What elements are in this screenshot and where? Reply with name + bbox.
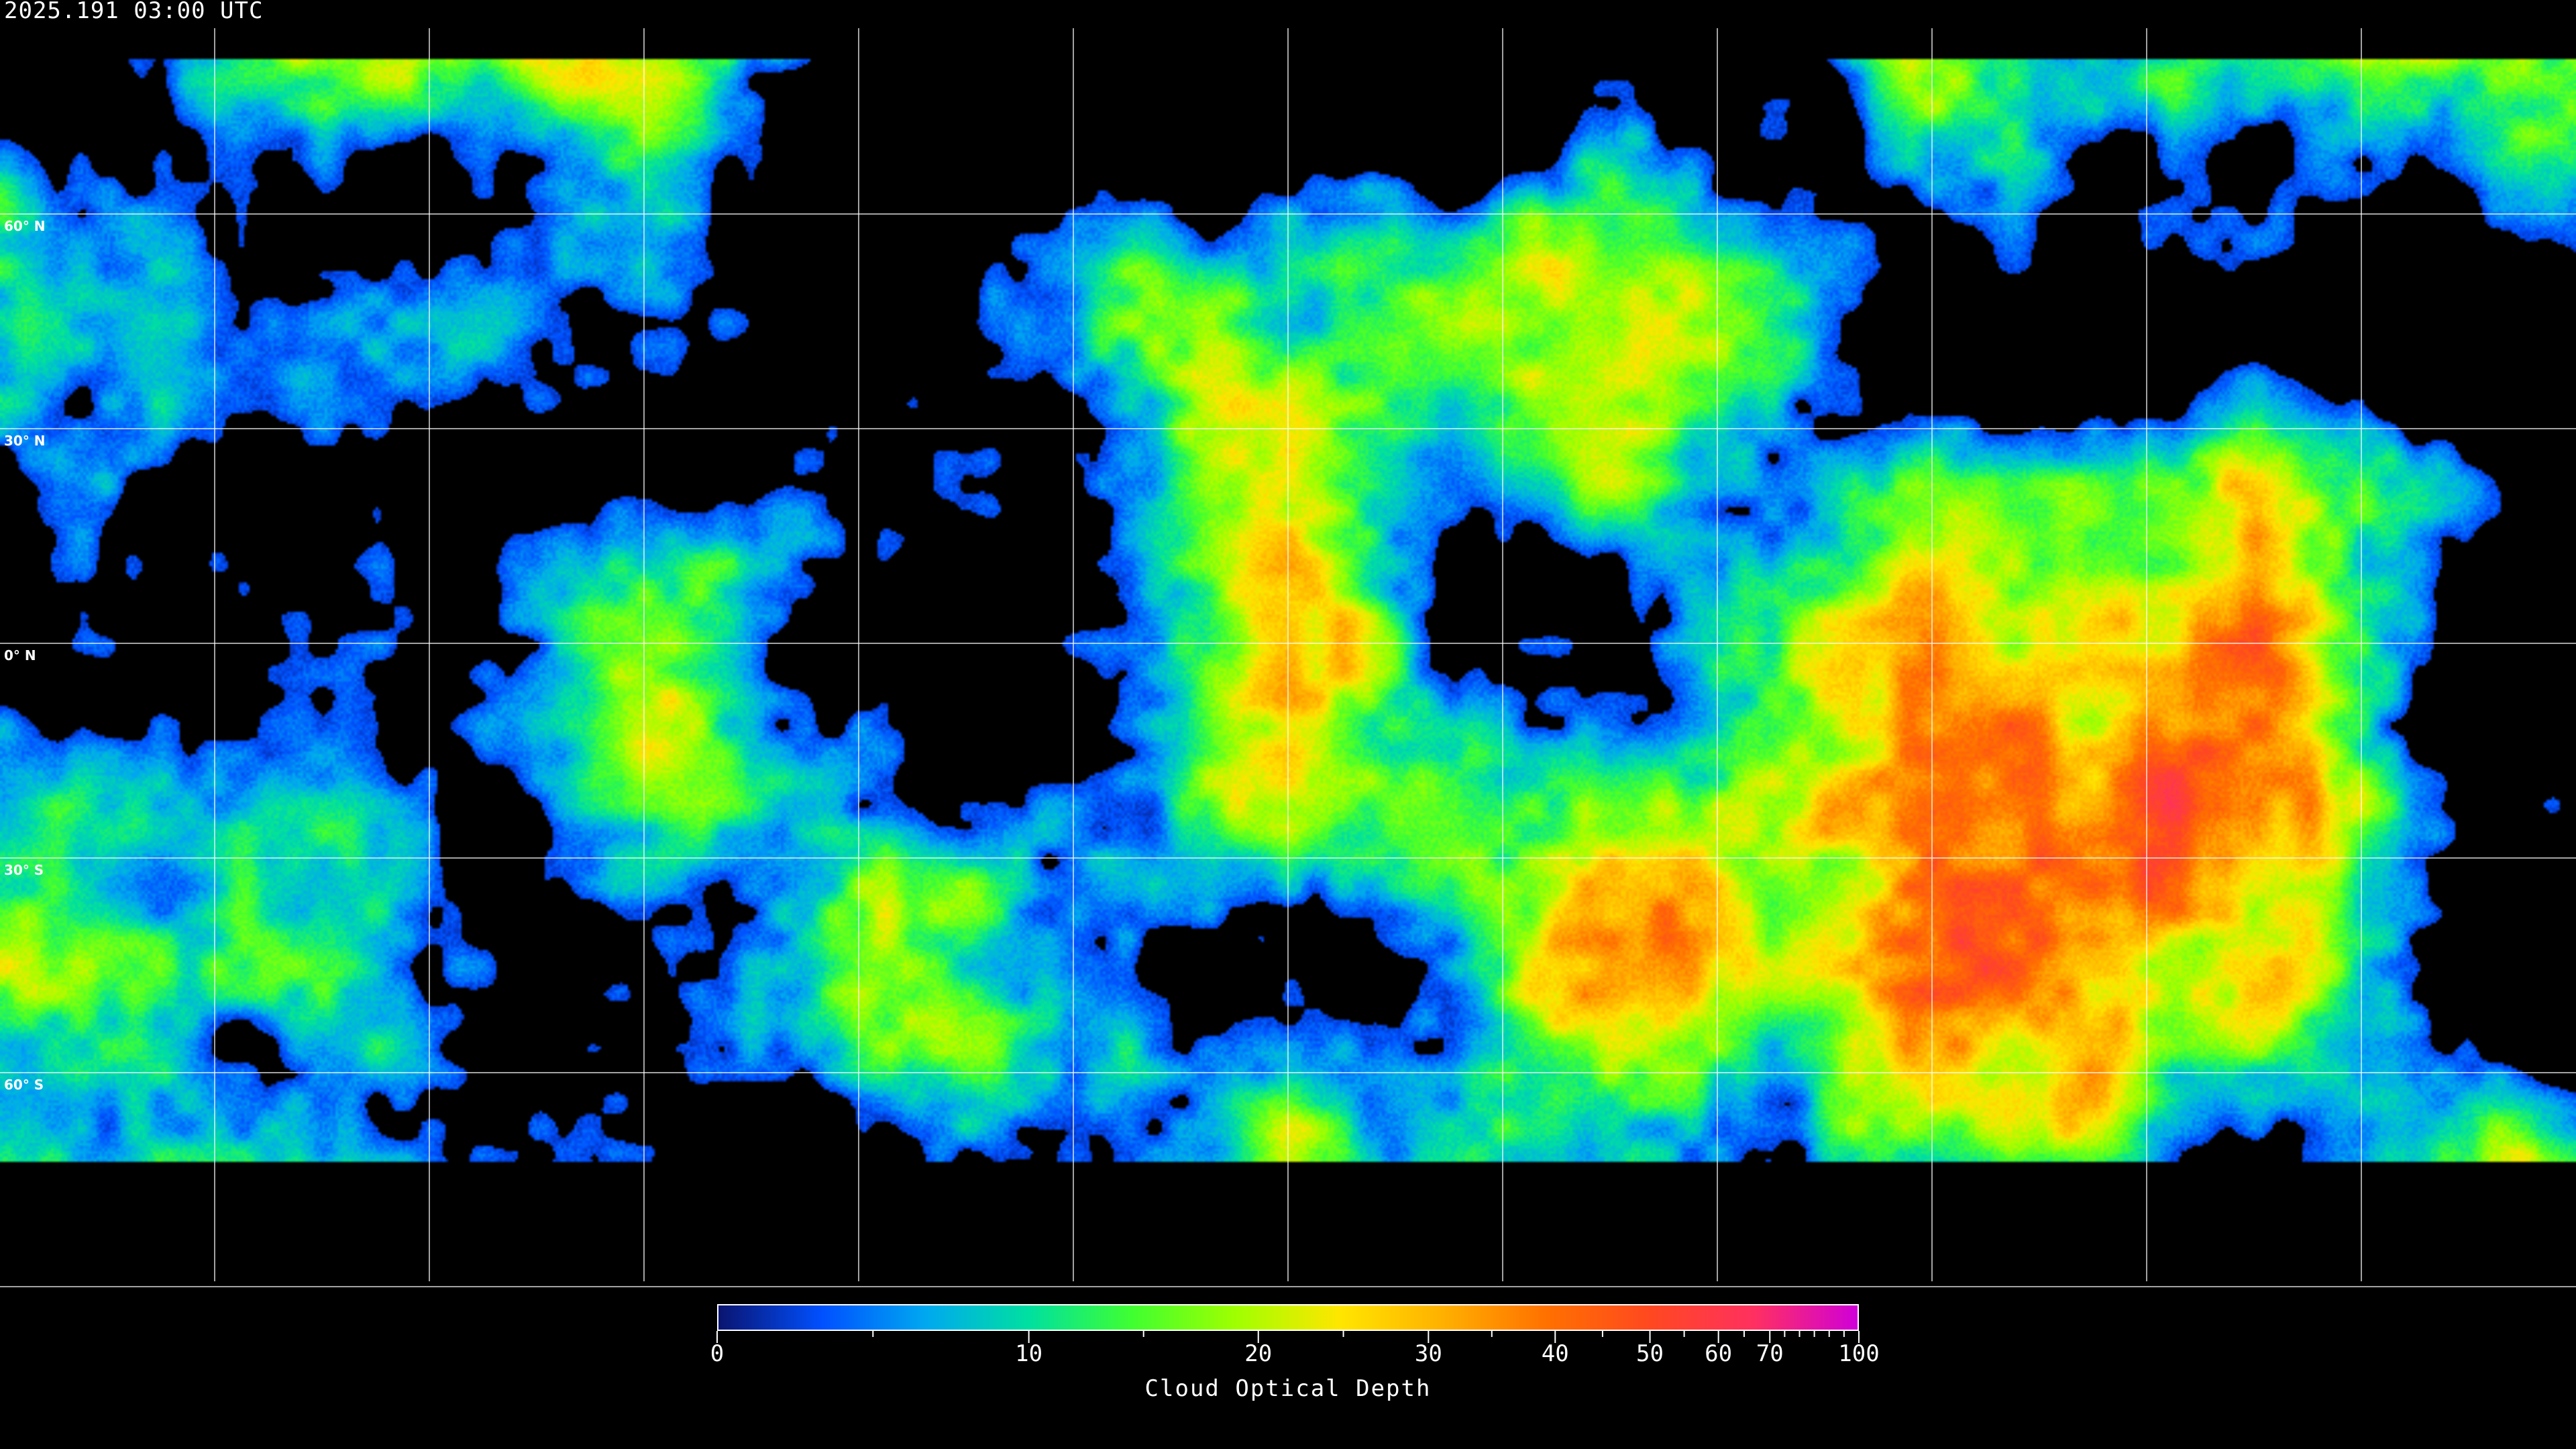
lat-label-60s: 60° S	[4, 1077, 44, 1093]
cloud-optical-depth-map	[0, 0, 2576, 1288]
colorbar-tick-label: 50	[1636, 1340, 1664, 1367]
colorbar-tick-label: 100	[1838, 1340, 1880, 1367]
colorbar-tick-label: 30	[1414, 1340, 1442, 1367]
colorbar-tick-label: 40	[1541, 1340, 1569, 1367]
lat-label-60n: 60° N	[4, 218, 46, 234]
colorbar-tick-label: 10	[1015, 1340, 1043, 1367]
colorbar	[717, 1304, 1859, 1331]
colorbar-tick-label: 20	[1244, 1340, 1273, 1367]
colorbar-tick-label: 70	[1756, 1340, 1784, 1367]
lat-label-0n: 0° N	[4, 647, 36, 663]
lat-label-30s: 30° S	[4, 862, 44, 878]
graticule	[0, 28, 2576, 1287]
lat-label-30n: 30° N	[4, 433, 46, 449]
colorbar-tick-label: 0	[710, 1340, 724, 1367]
timestamp-title: 2025.191 03:00 UTC	[4, 0, 264, 24]
colorbar-tick-label: 60	[1705, 1340, 1733, 1367]
colorbar-label: Cloud Optical Depth	[1144, 1375, 1432, 1402]
